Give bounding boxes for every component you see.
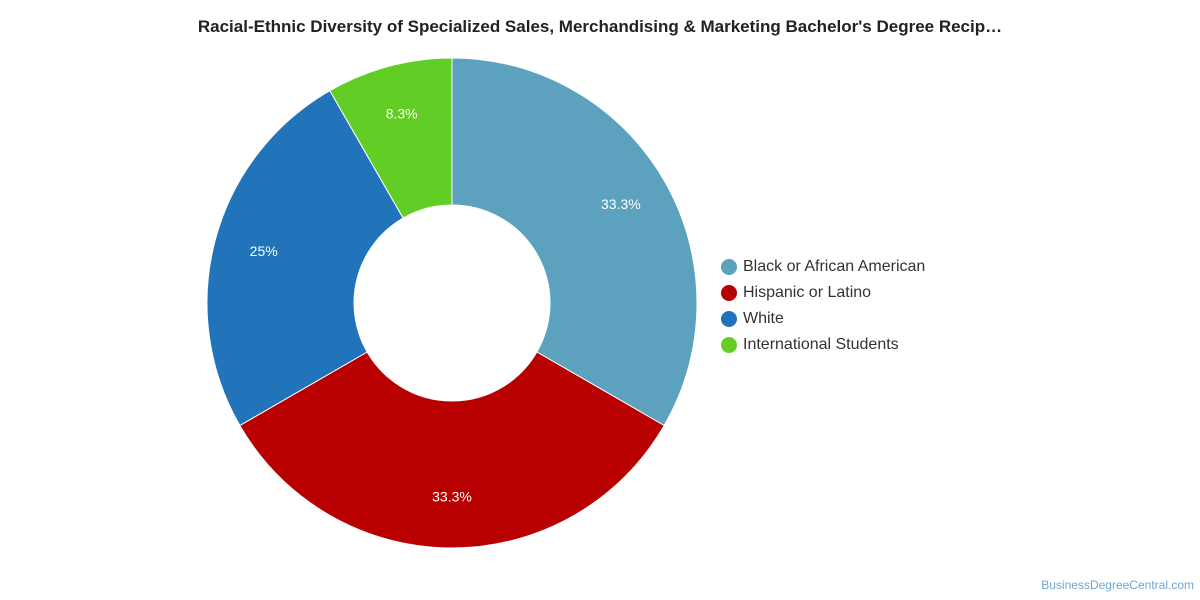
donut-slice-international-students[interactable]	[329, 57, 453, 219]
slice-value-label: 33.3%	[601, 196, 641, 212]
chart-title: Racial-Ethnic Diversity of Specialized S…	[197, 17, 1003, 36]
legend-label: Black or African American	[743, 258, 926, 275]
legend-label: Hispanic or Latino	[743, 284, 872, 301]
legend-swatch-hispanic	[721, 285, 737, 301]
slice-value-label: 8.3%	[386, 105, 418, 121]
legend-item-black-or-african-american[interactable]: Black or African American	[721, 254, 925, 280]
legend-swatch-international	[721, 337, 737, 353]
donut-slice-black-or-african-american[interactable]	[451, 57, 698, 427]
legend-swatch-black	[721, 259, 737, 275]
chart-legend: Black or African American Hispanic or La…	[721, 254, 925, 358]
legend-item-international-students[interactable]: International Students	[721, 332, 925, 358]
slice-value-label: 25%	[250, 243, 278, 259]
legend-item-hispanic-or-latino[interactable]: Hispanic or Latino	[721, 280, 925, 306]
slice-value-label: 33.3%	[432, 489, 472, 505]
legend-swatch-white	[721, 311, 737, 327]
legend-item-white[interactable]: White	[721, 306, 925, 332]
source-credit[interactable]: BusinessDegreeCentral.com	[1041, 578, 1194, 592]
legend-label: White	[743, 310, 784, 327]
donut-slice-hispanic-or-latino[interactable]	[239, 351, 665, 549]
legend-label: International Students	[743, 336, 899, 353]
donut-slice-white[interactable]	[206, 89, 404, 427]
